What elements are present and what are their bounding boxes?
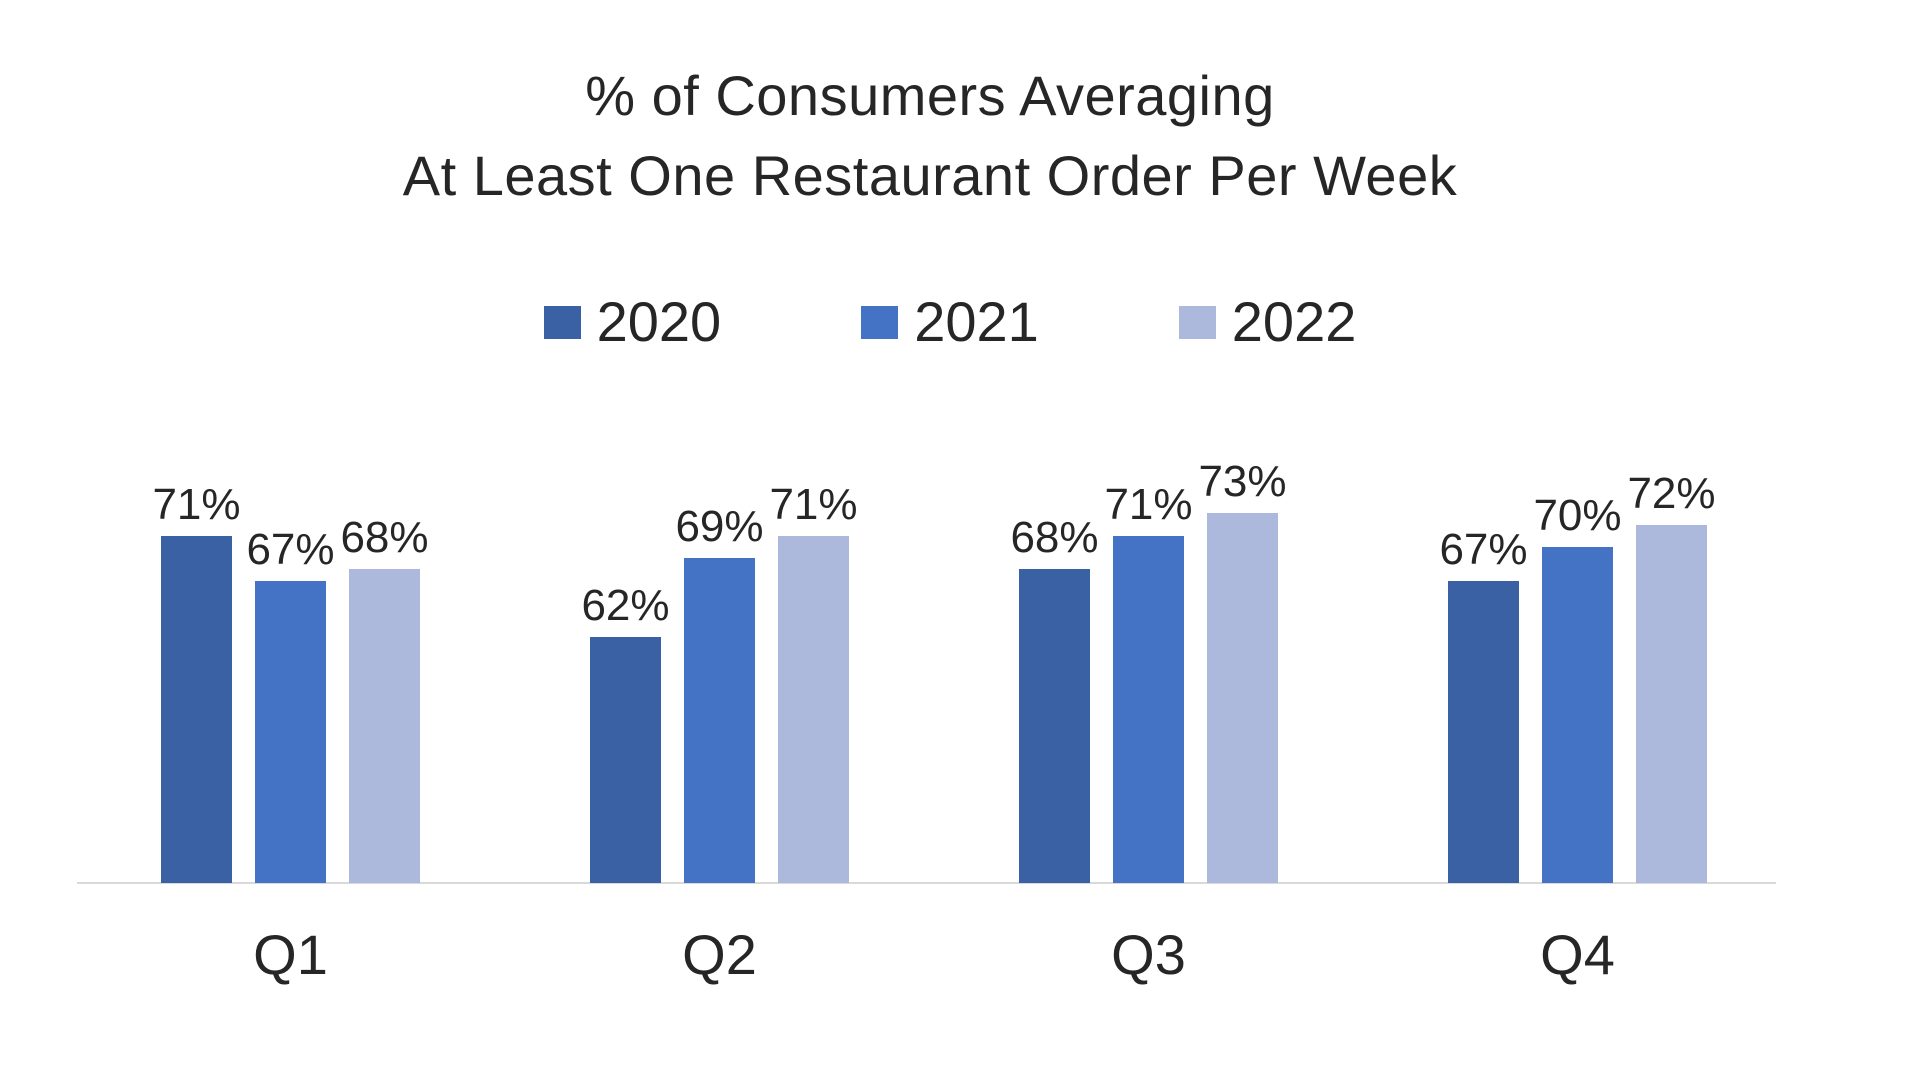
bar-2022-q3: 73%: [1198, 460, 1287, 883]
legend-item-2022: 2022: [1178, 290, 1357, 354]
bar-label-2020-q1: 71%: [152, 480, 241, 529]
legend-item-2021: 2021: [861, 290, 1039, 354]
bar-2022-q2: 71%: [769, 483, 858, 883]
bar-2020-q4: 67%: [1439, 528, 1528, 883]
legend-label: 2022: [1231, 290, 1357, 353]
bar-2022-q1: 68%: [340, 516, 429, 883]
legend-swatch-icon: [861, 305, 899, 339]
bar-label-2020-q3: 68%: [1010, 513, 1099, 562]
chart-title-line1: % of Consumers Averaging: [585, 64, 1275, 127]
bar-label-2022-q3: 73%: [1198, 457, 1287, 506]
bar-label-2022-q2: 71%: [769, 480, 858, 529]
bar-group-q4: 67% 70% 72%: [1439, 472, 1716, 883]
category-label-q2: Q2: [682, 923, 757, 986]
bar-2021-q2: 69%: [675, 505, 764, 883]
legend-label: 2020: [596, 290, 722, 353]
category-label-q1: Q1: [253, 923, 328, 986]
bar-label-2021-q3: 71%: [1104, 480, 1193, 529]
legend-label: 2021: [914, 290, 1039, 353]
bar-label-2022-q4: 72%: [1627, 469, 1716, 518]
bar-group-q2: 62% 69% 71%: [581, 483, 858, 883]
chart-legend: 2020 2021 2022: [0, 290, 1900, 354]
bar-label-2020-q4: 67%: [1439, 525, 1528, 574]
chart-title-line2: At Least One Restaurant Order Per Week: [402, 144, 1458, 207]
legend-swatch-icon: [1178, 305, 1216, 339]
legend-item-2020: 2020: [543, 290, 722, 354]
bar-2021-q4: 70%: [1533, 494, 1622, 883]
bar-label-2021-q1: 67%: [246, 525, 335, 574]
category-label-q4: Q4: [1540, 923, 1615, 986]
legend-swatch-icon: [543, 305, 581, 339]
bar-2022-q4: 72%: [1627, 472, 1716, 883]
bar-label-2021-q2: 69%: [675, 502, 764, 551]
chart-title: % of Consumers Averaging At Least One Re…: [330, 56, 1530, 216]
bar-2021-q3: 71%: [1104, 483, 1193, 883]
bar-group-q3: 68% 71% 73%: [1010, 460, 1287, 883]
bar-2020-q3: 68%: [1010, 516, 1099, 883]
bar-group-q1: 71% 67% 68%: [152, 483, 429, 883]
category-label-q3: Q3: [1111, 923, 1186, 986]
bar-2020-q2: 62%: [581, 584, 670, 883]
bar-label-2021-q4: 70%: [1533, 491, 1622, 540]
bar-2021-q1: 67%: [246, 528, 335, 883]
x-axis-line: [77, 882, 1776, 884]
bar-label-2020-q2: 62%: [581, 581, 670, 630]
bar-label-2022-q1: 68%: [340, 513, 429, 562]
bar-2020-q1: 71%: [152, 483, 241, 883]
